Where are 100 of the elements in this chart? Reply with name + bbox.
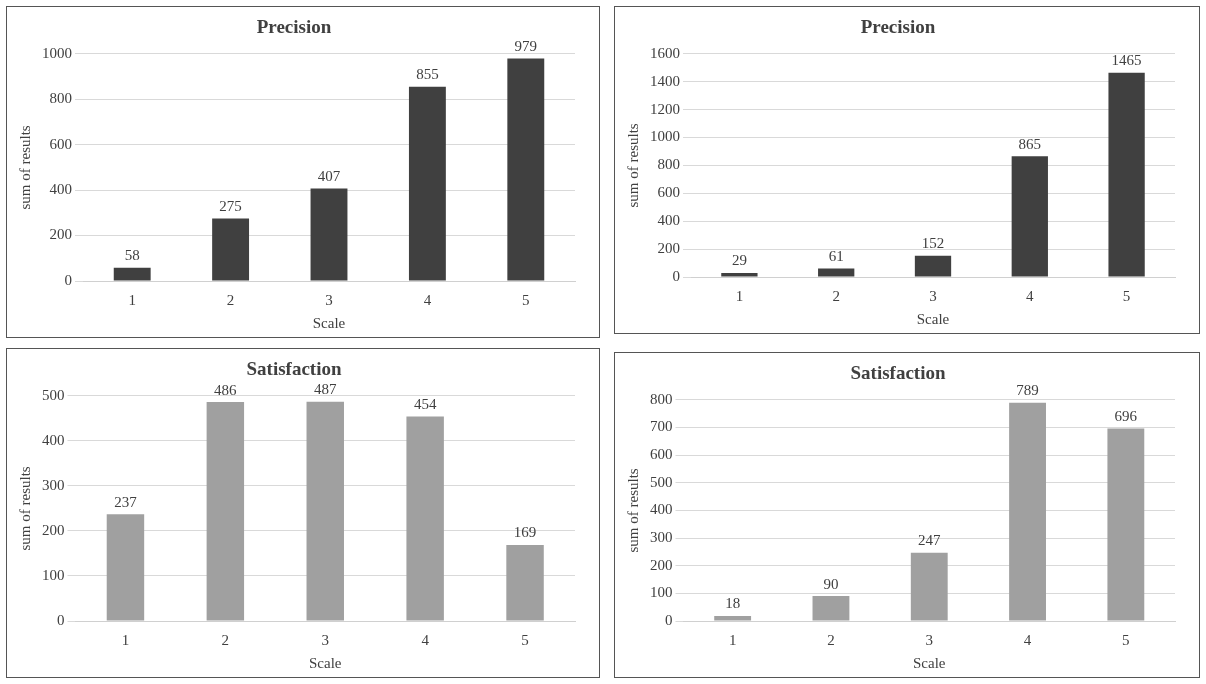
- x-tick-label: 1: [728, 631, 737, 648]
- y-tick-label: 200: [49, 226, 72, 243]
- x-tick-label: 2: [221, 631, 230, 648]
- data-label: 18: [725, 595, 741, 612]
- data-label: 789: [1016, 382, 1039, 399]
- y-tick-label: 1200: [650, 100, 680, 117]
- bar: [714, 616, 752, 621]
- y-tick-label: 1000: [42, 44, 72, 61]
- x-tick-label: 2: [827, 631, 835, 648]
- x-axis-title: Scale: [312, 314, 346, 331]
- x-tick-label: 3: [325, 291, 333, 308]
- y-tick-label: 0: [57, 611, 65, 628]
- data-label: 247: [918, 532, 941, 549]
- data-label: 152: [921, 235, 945, 252]
- x-axis-title: Scale: [913, 654, 946, 671]
- bar: [206, 402, 245, 621]
- y-tick-label: 600: [657, 184, 680, 201]
- y-tick-label: 600: [650, 446, 673, 463]
- data-label: 275: [219, 197, 242, 214]
- bar: [506, 544, 544, 621]
- y-tick-label: 200: [657, 240, 680, 257]
- x-tick-label: 2: [226, 291, 235, 308]
- y-axis-title: sum of results: [16, 125, 33, 210]
- data-label: 855: [416, 66, 439, 83]
- y-axis-title: sum of results: [624, 468, 641, 553]
- chart-title: Precision: [860, 16, 936, 38]
- chart-title: Precision: [256, 16, 332, 38]
- data-label: 454: [413, 395, 437, 412]
- x-axis-title: Scale: [916, 310, 950, 327]
- x-tick-label: 3: [929, 287, 937, 304]
- bar: [306, 401, 344, 621]
- y-tick-label: 400: [42, 431, 65, 448]
- y-tick-label: 0: [672, 267, 680, 284]
- y-tick-label: 400: [657, 212, 680, 229]
- x-tick-label: 5: [522, 291, 530, 308]
- y-tick-label: 500: [42, 386, 65, 403]
- y-tick-label: 1600: [650, 44, 680, 61]
- data-label: 979: [514, 38, 538, 55]
- y-tick-label: 100: [650, 584, 673, 601]
- y-tick-label: 400: [49, 181, 72, 198]
- data-label: 407: [317, 167, 341, 184]
- y-tick-label: 700: [650, 418, 673, 435]
- bar: [310, 188, 348, 281]
- bar: [818, 268, 855, 277]
- x-tick-label: 4: [1023, 631, 1032, 648]
- x-tick-label: 5: [521, 631, 529, 648]
- bar: [1009, 402, 1046, 621]
- y-tick-label: 200: [42, 521, 65, 538]
- y-tick-label: 300: [650, 528, 673, 545]
- x-tick-label: 3: [925, 631, 933, 648]
- chart-title: Satisfaction: [850, 362, 946, 384]
- bar: [1108, 72, 1145, 277]
- data-label: 487: [314, 381, 337, 398]
- data-label: 865: [1018, 135, 1042, 152]
- y-tick-label: 800: [650, 390, 673, 407]
- bar: [106, 514, 145, 621]
- x-tick-label: 4: [421, 631, 430, 648]
- bar: [113, 267, 151, 281]
- y-tick-label: 400: [650, 501, 673, 518]
- x-tick-label: 5: [1122, 631, 1130, 648]
- bar: [812, 596, 850, 621]
- x-tick-label: 2: [832, 287, 840, 304]
- x-tick-label: 4: [1026, 287, 1035, 304]
- x-tick-label: 1: [735, 287, 744, 304]
- x-tick-label: 1: [121, 631, 130, 648]
- y-tick-label: 1000: [650, 128, 680, 145]
- y-tick-label: 300: [42, 476, 65, 493]
- y-tick-label: 800: [657, 156, 680, 173]
- bar: [910, 552, 948, 621]
- x-tick-label: 4: [423, 291, 432, 308]
- bar: [406, 416, 444, 621]
- x-tick-label: 1: [128, 291, 136, 308]
- y-tick-label: 0: [665, 611, 673, 628]
- y-tick-label: 100: [42, 566, 65, 583]
- y-axis-title: sum of results: [16, 466, 33, 551]
- x-axis-title: Scale: [309, 654, 342, 671]
- y-tick-label: 800: [49, 90, 72, 107]
- y-tick-label: 600: [49, 135, 72, 152]
- data-label: 61: [828, 247, 844, 264]
- data-label: 237: [114, 493, 138, 510]
- bar: [507, 58, 545, 281]
- data-label: 486: [214, 381, 238, 398]
- bar: [1107, 428, 1145, 621]
- data-label: 58: [124, 247, 140, 264]
- data-label: 1465: [1111, 52, 1142, 69]
- x-tick-label: 5: [1122, 287, 1131, 304]
- y-tick-label: 200: [650, 556, 673, 573]
- bar: [721, 272, 758, 277]
- x-tick-label: 3: [321, 631, 329, 648]
- data-label: 29: [731, 252, 747, 269]
- data-label: 169: [513, 524, 537, 541]
- chart-title: Satisfaction: [246, 358, 342, 380]
- y-axis-title: sum of results: [624, 123, 641, 208]
- bar: [914, 255, 952, 277]
- bar: [212, 218, 250, 281]
- bar: [408, 86, 446, 281]
- data-label: 90: [823, 575, 839, 592]
- data-label: 696: [1114, 407, 1138, 424]
- y-tick-label: 1400: [650, 72, 680, 89]
- bar: [1011, 156, 1048, 277]
